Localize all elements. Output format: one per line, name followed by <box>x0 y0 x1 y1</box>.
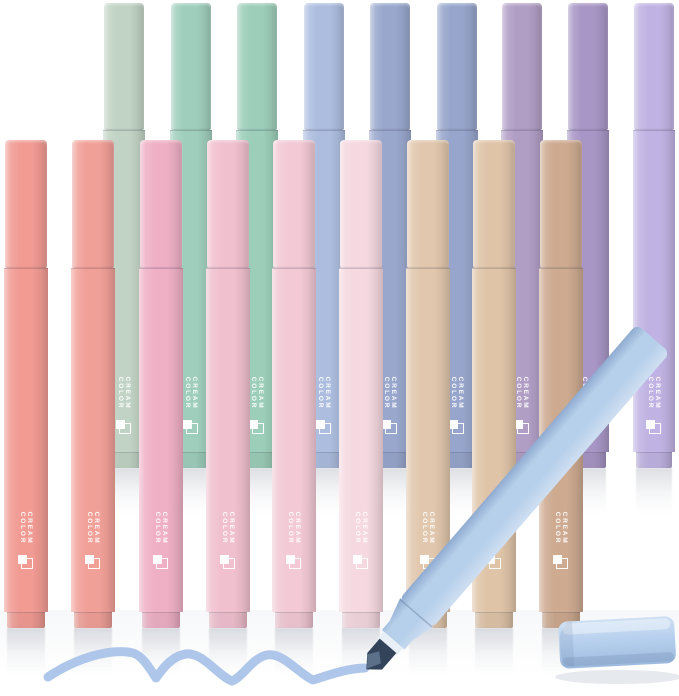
pen-body <box>272 268 316 612</box>
highlighter-pen-front-pink: CREAM COLOR <box>206 140 250 628</box>
pen-cap <box>72 140 114 268</box>
pen-cap <box>5 140 47 268</box>
pen-base <box>74 612 112 628</box>
logo-square <box>286 555 295 564</box>
pen-cap <box>273 140 315 268</box>
highlighter-pen-front-rose-pink: CREAM COLOR <box>139 140 183 628</box>
pen-cap <box>304 3 344 130</box>
logo-square <box>449 420 458 429</box>
brand-square-logo <box>153 555 170 571</box>
brand-square-logo <box>353 555 370 571</box>
pen-cap <box>558 616 676 669</box>
pen-cap <box>502 3 542 130</box>
pen-body <box>71 268 115 612</box>
brand-square-logo <box>382 420 399 436</box>
pen-reflection <box>7 628 45 674</box>
pen-cap <box>171 3 211 130</box>
highlighter-pen-front-salmon-coral: CREAM COLOR <box>71 140 115 628</box>
pen-cap <box>437 3 477 130</box>
logo-square <box>646 420 655 429</box>
brand-square-logo <box>183 420 200 436</box>
foreground-pen <box>366 326 668 670</box>
highlighter-pen-front-light-pink: CREAM COLOR <box>272 140 316 628</box>
brand-square-logo <box>316 420 333 436</box>
pen-base <box>7 612 45 628</box>
pen-cap <box>473 140 515 268</box>
ink-squiggle <box>43 647 370 686</box>
pen-body <box>4 268 48 612</box>
highlighter-pen-back-light-lavender: CREAM COLOR <box>633 3 675 468</box>
brand-square-logo <box>553 555 570 571</box>
pen-reflection <box>475 628 513 674</box>
pen-body <box>633 130 675 452</box>
pen-body <box>339 268 383 612</box>
brand-square-logo <box>220 555 237 571</box>
brand-square-logo <box>18 555 35 571</box>
highlighter-pen-back-slate-blue-2: CREAM COLOR <box>436 3 478 468</box>
brand-square-logo <box>249 420 266 436</box>
pen-base <box>142 612 180 628</box>
logo-square <box>382 420 391 429</box>
logo-square <box>420 555 429 564</box>
brand-square-logo <box>646 420 663 436</box>
logo-square <box>316 420 325 429</box>
cap-shadow <box>555 670 679 684</box>
logo-square <box>249 420 258 429</box>
logo-square <box>183 420 192 429</box>
logo-square <box>116 420 125 429</box>
pen-base <box>475 612 513 628</box>
pen-cap <box>104 3 144 130</box>
pen-cap <box>568 3 608 130</box>
logo-square <box>514 420 523 429</box>
pen-cap <box>370 3 410 130</box>
pen-cap <box>140 140 182 268</box>
pen-cap <box>407 140 449 268</box>
brand-square-logo <box>514 420 531 436</box>
pen-base <box>209 612 247 628</box>
logo-square <box>18 555 27 564</box>
highlighter-pen-front-pale-blush: CREAM COLOR <box>339 140 383 628</box>
brand-square-logo <box>85 555 102 571</box>
brand-square-logo <box>116 420 133 436</box>
pen-cap <box>634 3 674 130</box>
pen-base <box>636 452 672 468</box>
logo-square <box>85 555 94 564</box>
brand-square-logo <box>286 555 303 571</box>
brand-square-logo <box>449 420 466 436</box>
logo-square <box>353 555 362 564</box>
pen-cap <box>207 140 249 268</box>
pen-reflection <box>636 468 672 514</box>
logo-square <box>153 555 162 564</box>
pen-body <box>139 268 183 612</box>
pen-body <box>206 268 250 612</box>
pen-base <box>342 612 380 628</box>
pen-base <box>275 612 313 628</box>
pen-cap <box>540 140 582 268</box>
pen-cap <box>237 3 277 130</box>
pen-base <box>106 452 142 468</box>
logo-square <box>220 555 229 564</box>
pen-cap <box>340 140 382 268</box>
highlighter-pen-front-coral-pink: CREAM COLOR <box>4 140 48 628</box>
logo-square <box>553 555 562 564</box>
pen-ferrule <box>377 631 404 656</box>
